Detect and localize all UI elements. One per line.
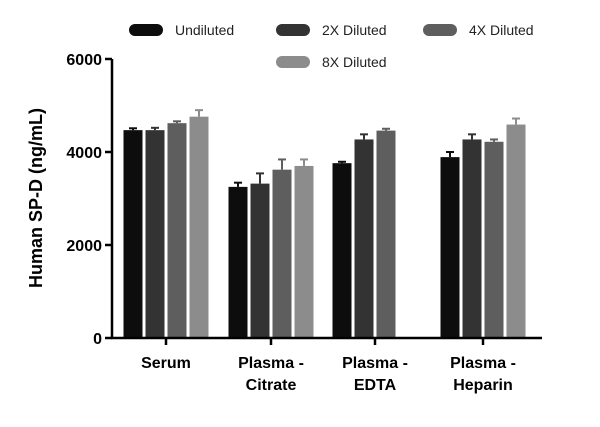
y-tick-label: 6000 [66,52,102,69]
bar [123,130,143,338]
bar [462,139,482,338]
bar [332,163,352,338]
axes: 0 2000 4000 6000 Serum Plasma - Citrate Plasma … [66,52,542,394]
legend-swatch [129,24,163,36]
x-tick-label: Citrate [246,377,297,394]
bar [250,183,270,338]
x-tick-label: Plasma - [238,355,304,372]
bar [440,157,460,338]
y-tick-label: 0 [93,331,102,348]
legend-swatch [423,24,457,36]
bar [145,130,165,338]
bar [294,165,314,338]
legend-label: 2X Diluted [322,22,387,38]
bar [189,116,209,338]
bar [272,169,292,338]
bars-layer [123,109,526,338]
bar [506,124,526,338]
y-tick-label: 2000 [66,238,102,255]
legend-label: 4X Diluted [469,22,534,38]
x-tick-label: EDTA [354,377,397,394]
bar [228,186,248,338]
legend-label: Undiluted [175,22,234,38]
x-tick-label: Serum [141,355,191,372]
legend-swatch [276,56,310,68]
x-tick-label: Plasma - [342,355,408,372]
bar [376,130,396,338]
legend: Undiluted 2X Diluted 4X Diluted 8X Diluted [129,22,534,70]
bar [354,139,374,338]
y-tick-label: 4000 [66,145,102,162]
x-tick-label: Heparin [453,377,513,394]
legend-label: 8X Diluted [322,54,387,70]
x-tick-label: Plasma - [450,355,516,372]
bar [167,123,187,338]
bar [484,141,504,338]
y-axis-label: Human SP-D (ng/mL) [26,108,46,288]
legend-swatch [276,24,310,36]
